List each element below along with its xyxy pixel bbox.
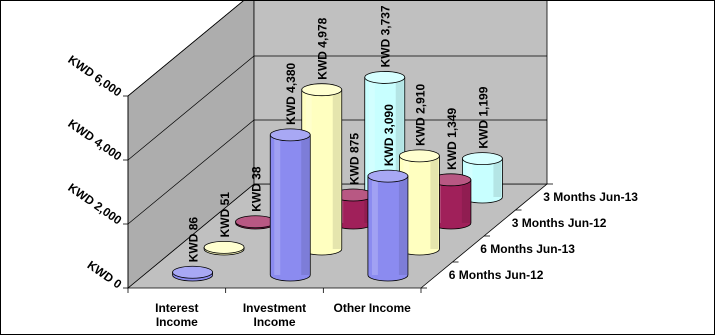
data-label-3-months-jun-13-investment-income: KWD 3,737 [379,5,393,67]
gridline [127,119,547,225]
x-axis-category-labels: Interest Income Investment Income Other Inco… [155,301,411,329]
data-label-3-months-jun-12-other-income: KWD 1,349 [445,107,459,169]
data-label-3-months-jun-12-interest-income: KWD 38 [250,166,264,212]
series-label-6-months-jun-13: 6 Months Jun-13 [480,242,575,256]
data-label-3-months-jun-13-other-income: KWD 1,199 [476,86,490,148]
series-label-3-months-jun-13: 3 Months Jun-13 [543,190,638,204]
data-label-6-months-jun-12-interest-income: KWD 86 [187,217,201,263]
chart-gridlines [123,1,553,293]
cylinder-6-months-jun-12-investment-income [269,128,311,282]
y-tick-label: KWD 4,000 [65,116,124,163]
data-label-6-months-jun-12-other-income: KWD 3,090 [382,104,396,166]
depth-axis-series-labels: 6 Months Jun-12 6 Months Jun-13 3 Months J… [449,190,639,282]
cylinder-3-months-jun-12-interest-income [235,215,276,230]
cylinder-6-months-jun-13-other-income [399,149,440,256]
category-label-investment-income: Investment Income [243,301,306,329]
data-label-6-months-jun-13-investment-income: KWD 4,978 [316,17,330,79]
category-label-interest-income: Interest Income [155,301,198,329]
category-label-other-income: Other Income [333,301,411,315]
y-tick-label: KWD 0 [85,258,125,292]
chart-cylinders [172,71,503,282]
data-label-6-months-jun-13-other-income: KWD 2,910 [413,84,427,146]
data-label-6-months-jun-13-interest-income: KWD 51 [218,192,232,238]
data-label-3-months-jun-12-investment-income: KWD 875 [347,133,361,185]
series-label-6-months-jun-12: 6 Months Jun-12 [449,268,544,282]
gridline [127,1,244,97]
data-label-6-months-jun-12-investment-income: KWD 4,380 [284,62,298,124]
series-label-3-months-jun-12: 3 Months Jun-12 [512,216,607,230]
y-tick-label: KWD 6,000 [65,52,124,99]
cylinder-6-months-jun-12-other-income [367,169,409,282]
cylinder-6-months-jun-13-interest-income [203,240,245,256]
chart-data-labels: KWD 86 KWD 4,380 KWD 3,090 KWD 51 KWD 4,978 K… [187,5,491,262]
y-tick-label: KWD 2,000 [65,180,124,227]
gridline [127,55,547,161]
y-axis-tick-labels: KWD 0 KWD 2,000 KWD 4,000 KWD 6,000 [65,52,124,291]
cylinder-6-months-jun-12-interest-income [172,265,213,282]
